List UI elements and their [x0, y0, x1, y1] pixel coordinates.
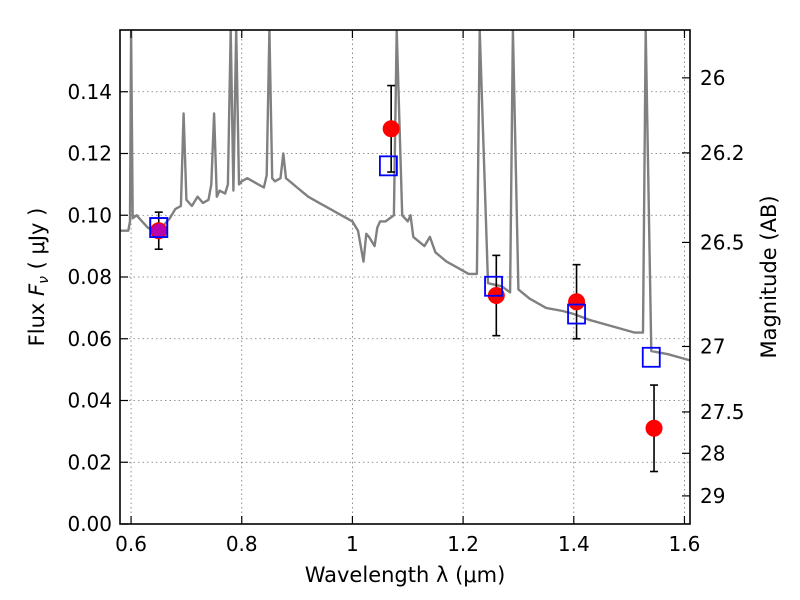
y2-axis-label: Magnitude (AB)	[757, 195, 781, 358]
model-flux-square	[378, 155, 398, 177]
y-tick-label: 0.02	[67, 450, 112, 474]
y2-tick-label: 26.2	[700, 141, 745, 165]
spectrum-line	[120, 30, 690, 362]
y-tick-label: 0.08	[67, 265, 112, 289]
y2-tick-label: 26.5	[700, 230, 745, 254]
observed-flux-point	[645, 419, 663, 437]
axis-ticks: 0.6 0.8 1 1.2 1.4 1.6 0.00 0.02 0.04 0.06 0.08 0.10…	[67, 30, 745, 556]
x-tick-label: 1.6	[669, 532, 701, 556]
x-tick-label: 0.6	[115, 532, 147, 556]
y-tick-label: 0.04	[67, 389, 112, 413]
y2-tick-label: 27.5	[700, 400, 745, 424]
model-flux-square	[567, 303, 586, 325]
y-axis-label: Flux Fν ( μJy )	[25, 208, 52, 347]
model-flux-square	[641, 346, 661, 368]
model-flux-square	[484, 275, 503, 297]
y-tick-label: 0.12	[67, 142, 112, 166]
model-flux-square	[149, 217, 169, 239]
y2-tick-label: 29	[700, 484, 725, 508]
y2-tick-label: 28	[700, 441, 725, 465]
y-tick-label: 0.06	[67, 327, 112, 351]
x-tick-label: 1.4	[558, 532, 590, 556]
y-tick-label: 0.14	[67, 80, 112, 104]
plot-area	[120, 30, 690, 473]
observed-flux-point	[568, 293, 586, 311]
y2-tick-label: 27	[700, 334, 725, 358]
y-tick-label: 0.10	[67, 203, 112, 227]
x-tick-label: 1.2	[447, 532, 479, 556]
x-tick-label: 1	[346, 532, 359, 556]
x-tick-label: 0.8	[226, 532, 258, 556]
x-axis-label: Wavelength λ (μm)	[305, 563, 506, 587]
observed-flux-point	[382, 120, 400, 138]
overlap-marker	[151, 223, 166, 238]
y2-tick-label: 26	[700, 66, 725, 90]
y-tick-label: 0.00	[67, 512, 112, 536]
